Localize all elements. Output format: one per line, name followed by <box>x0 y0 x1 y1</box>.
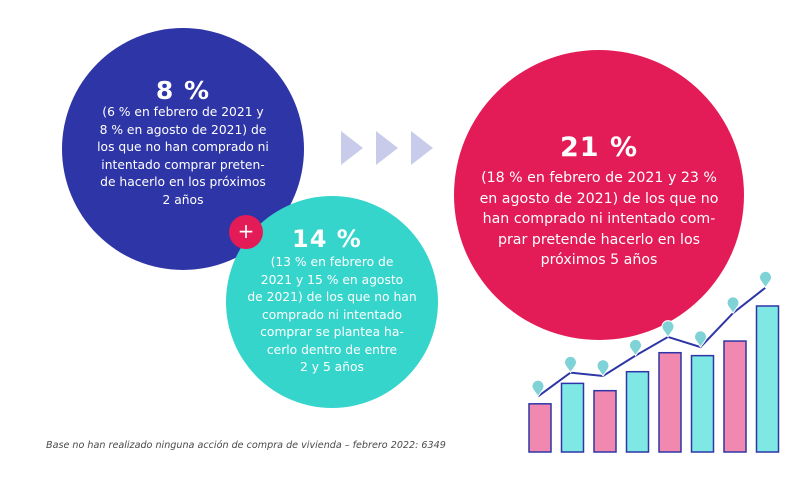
decor-bar <box>755 305 780 453</box>
arrows-icon <box>341 131 433 165</box>
decor-bar <box>593 389 617 453</box>
decor-marker <box>564 355 577 374</box>
decor-bar <box>528 403 552 453</box>
decor-marker <box>661 320 675 338</box>
stat-description-two-to-five-years: (13 % en febrero de 2021 y 15 % en agost… <box>247 255 417 374</box>
stat-circle-two-years: 8 % (6 % en febrero de 2021 y 8 % en ago… <box>62 28 304 270</box>
decor-bar <box>690 354 715 453</box>
decor-bar <box>658 351 682 453</box>
arrow-icon <box>411 131 433 165</box>
decor-line <box>537 286 767 398</box>
plus-icon: + <box>229 215 263 249</box>
decorative-growth-chart-icon <box>528 270 780 453</box>
decor-bar <box>625 370 650 453</box>
stat-percent-two-years: 8 % <box>155 76 211 105</box>
decor-marker <box>531 379 545 398</box>
decor-marker <box>694 330 707 348</box>
decor-bar <box>560 382 585 453</box>
stat-description-five-years: (18 % en febrero de 2021 y 23 % en agost… <box>479 170 719 268</box>
stat-percent-two-to-five-years: 14 % <box>292 225 362 253</box>
decor-bar <box>723 340 747 453</box>
stat-circle-five-years: 21 % (18 % en febrero de 2021 y 23 % en … <box>454 50 744 340</box>
base-footnote: Base no han realizado ninguna acción de … <box>46 440 446 451</box>
decor-marker <box>759 270 772 289</box>
decor-marker <box>726 296 740 314</box>
decor-marker <box>596 359 610 377</box>
decor-marker <box>629 338 642 357</box>
stat-percent-five-years: 21 % <box>559 132 639 163</box>
arrow-icon <box>376 131 398 165</box>
arrow-icon <box>341 131 363 165</box>
stat-description-two-years: (6 % en febrero de 2021 y 8 % en agosto … <box>97 105 269 207</box>
